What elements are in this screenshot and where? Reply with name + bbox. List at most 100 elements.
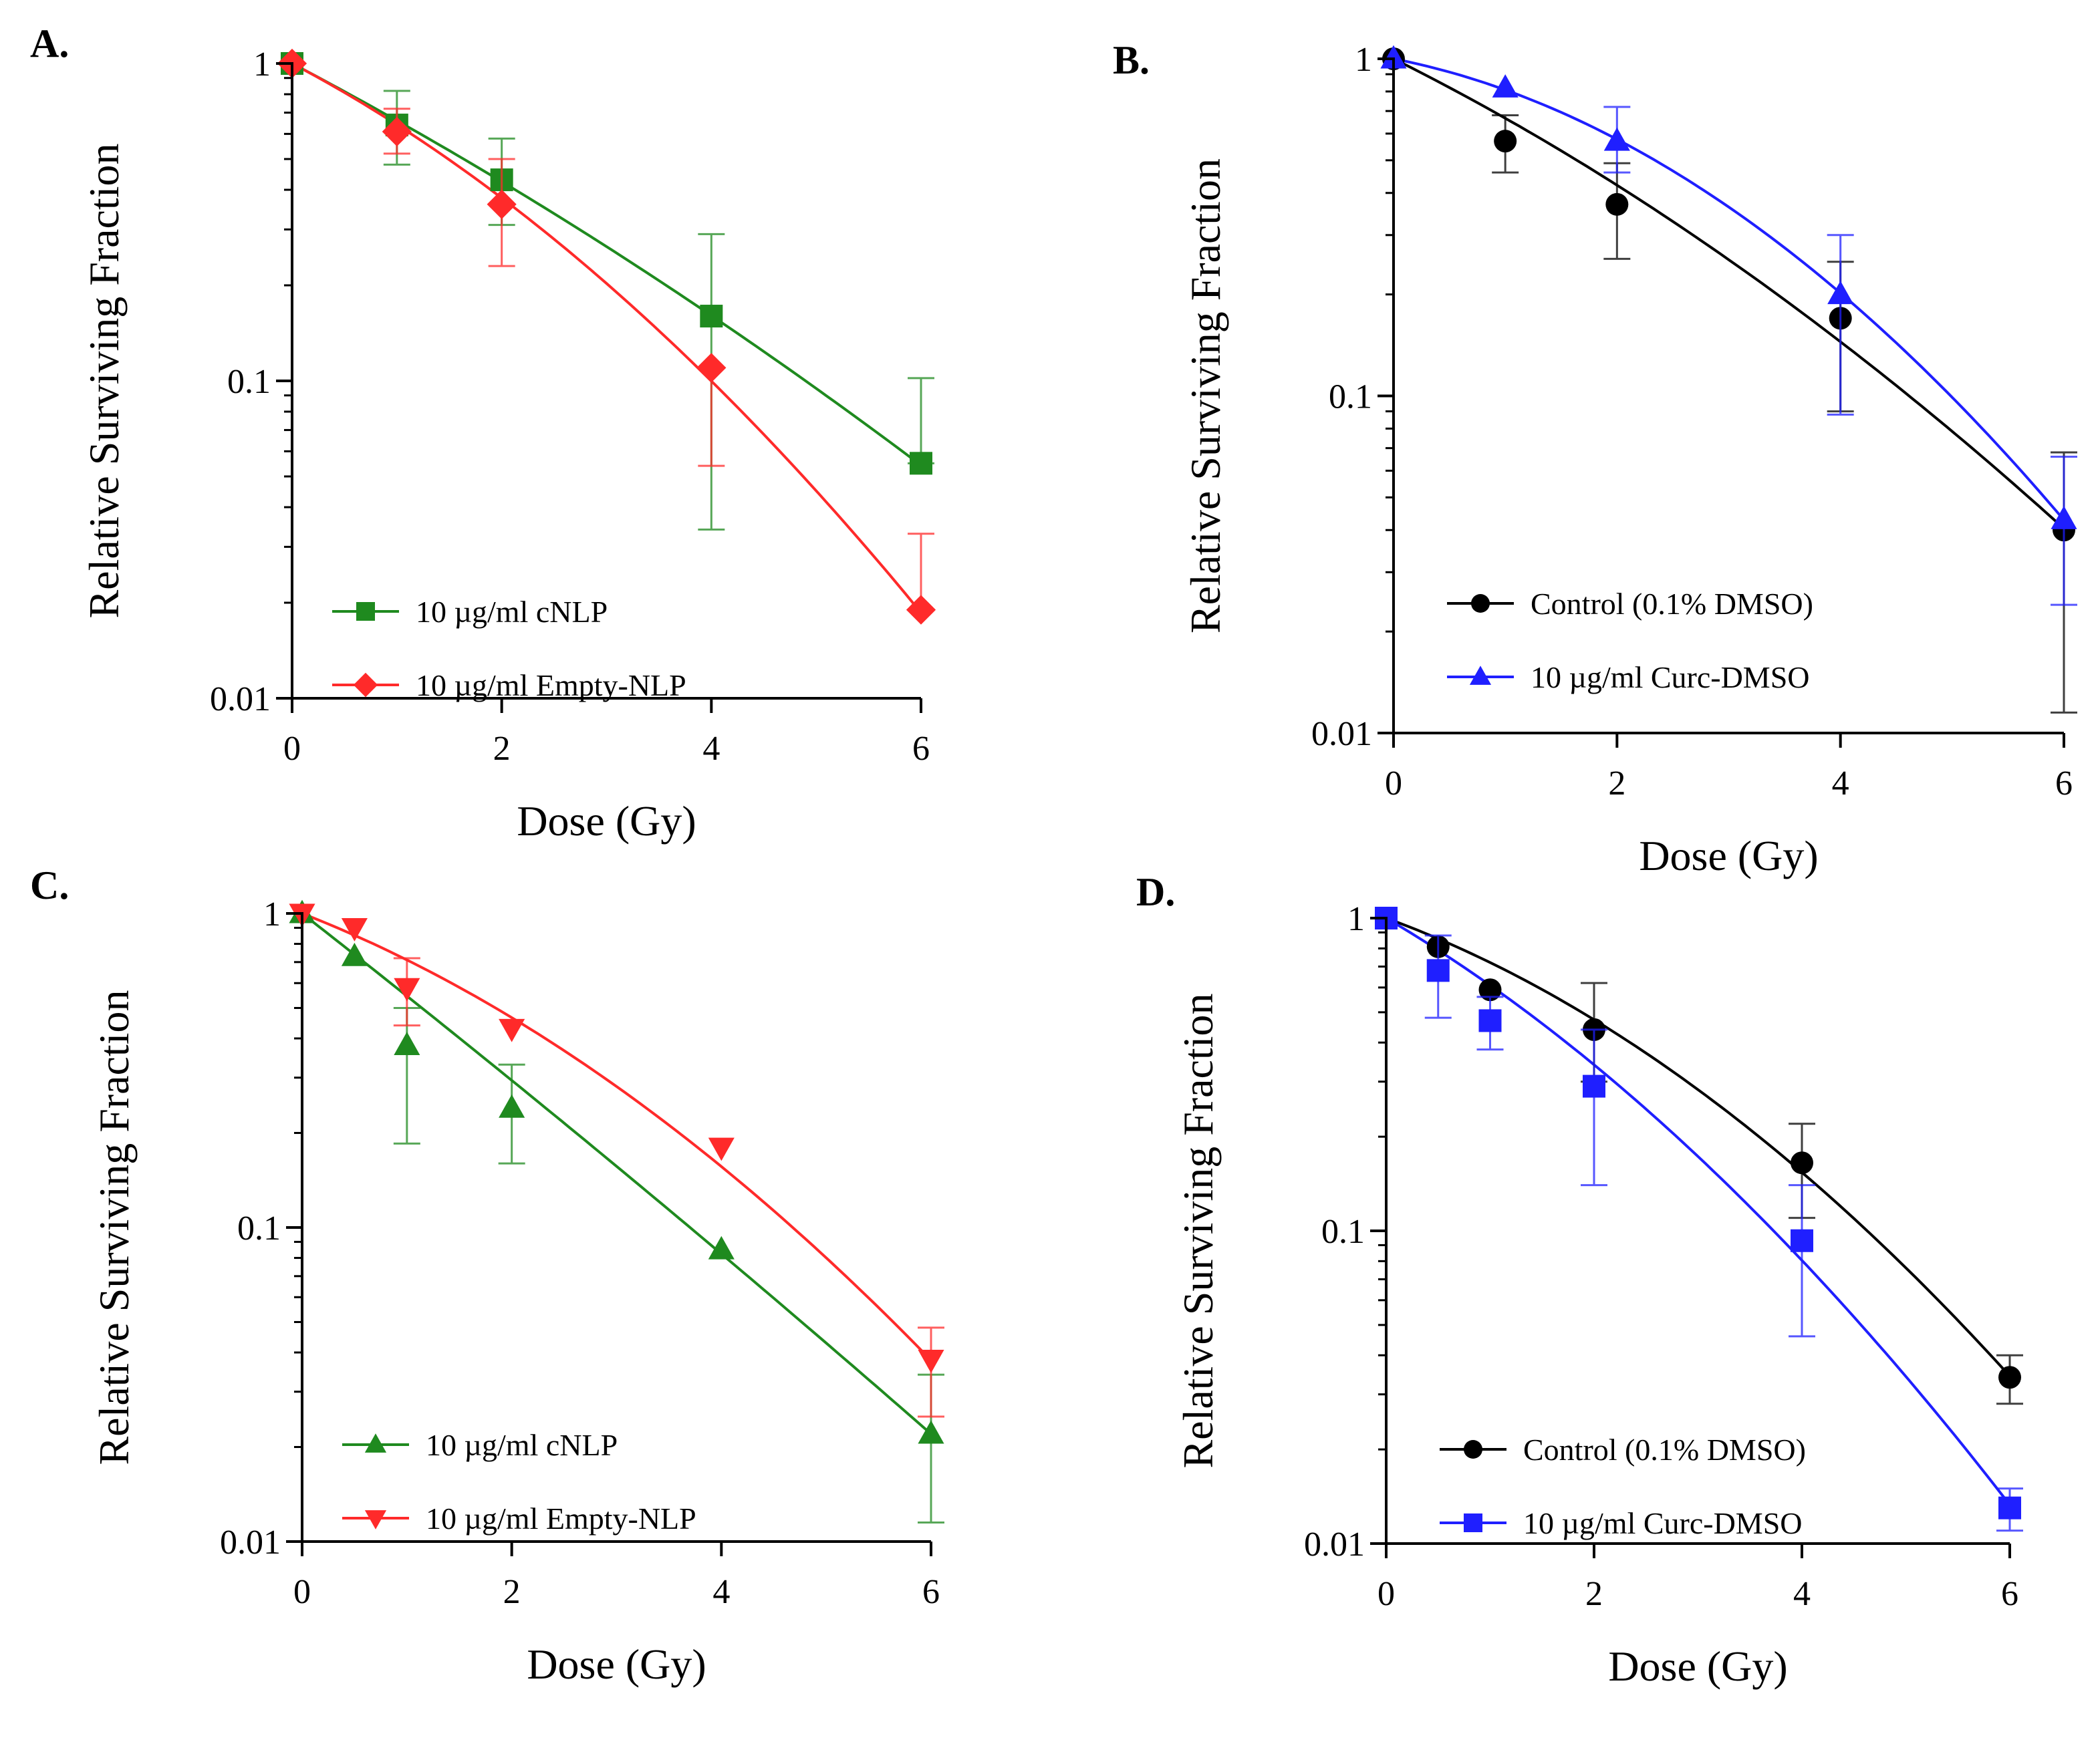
data-point-0-3 [499,1094,525,1118]
legend: 10 µg/ml cNLP 10 µg/ml Empty-NLP [342,1428,696,1536]
legend-marker-0 [1471,594,1490,613]
legend-marker-1 [364,1510,387,1530]
data-point-0-2 [394,1032,420,1055]
y-tick-label: 0.1 [237,1209,281,1248]
legend-label-0: Control (0.1% DMSO) [1523,1433,1806,1467]
data-point-0-4 [910,452,932,475]
data-point-1-1 [341,918,368,942]
legend: Control (0.1% DMSO) 10 µg/ml Curc-DMSO [1440,1433,1806,1540]
data-point-0-3 [700,305,723,328]
data-point-1-3 [499,1018,525,1042]
panel-d: 0 2 4 6 0.01 0.1 1 Dose (Gy) Relative Surviving … [1174,900,2023,1690]
legend-marker-1 [353,672,378,698]
x-tick-label: 6 [2001,1575,2018,1613]
x-axis-title: Dose (Gy) [527,1640,706,1688]
x-tick-label: 4 [1793,1575,1811,1613]
y-tick-label: 0.01 [1304,1526,1365,1564]
data-point-1-1 [1492,74,1519,98]
legend-label-1: 10 µg/ml Empty-NLP [416,668,686,702]
error-bar-1-4 [2051,456,2077,606]
x-axis-title: Dose (Gy) [517,797,696,845]
x-tick-label: 4 [1832,764,1849,803]
x-tick-label: 4 [702,730,720,768]
x-axis-title: Dose (Gy) [1608,1642,1787,1690]
legend-label-0: 10 µg/ml cNLP [426,1428,618,1462]
x-axis-title: Dose (Gy) [1639,832,1818,879]
panel-c: 0 2 4 6 0.01 0.1 1 Dose (Gy) Relative Surviving … [90,895,944,1688]
data-point-0-4 [1791,1151,1813,1175]
y-axis-title: Relative Surviving Fraction [1174,994,1222,1469]
x-tick-label: 6 [2055,764,2073,803]
x-tick-label: 4 [712,1573,730,1611]
x-tick-label: 2 [1585,1575,1603,1613]
data-point-0-1 [341,942,368,966]
legend-marker-1 [1469,666,1492,685]
error-bar-1-3 [1827,234,1854,416]
y-tick-label: 0.1 [227,363,271,401]
data-point-1-1 [1426,959,1450,982]
x-tick-label: 0 [293,1573,311,1611]
data-point-1-4 [906,595,936,625]
y-axis-title: Relative Surviving Fraction [1182,158,1229,633]
x-tick-label: 0 [1377,1575,1395,1613]
data-point-1-2 [1603,127,1630,151]
legend-label-0: 10 µg/ml cNLP [416,595,608,629]
error-bar-1-3 [1581,1028,1607,1187]
x-tick-label: 0 [283,730,301,768]
y-tick-label: 1 [253,45,271,84]
legend-label-1: 10 µg/ml Empty-NLP [426,1501,696,1536]
panel-label-c: C. [30,863,69,907]
data-point-1-1 [382,116,412,147]
data-point-0-2 [1478,978,1502,1002]
data-point-1-5 [918,1350,944,1373]
data-point-0-5 [918,1420,944,1444]
x-tick-label: 2 [503,1573,521,1611]
panel-label-d: D. [1136,870,1175,914]
y-tick-label: 1 [1355,41,1372,79]
legend-marker-1 [1464,1513,1482,1532]
y-tick-label: 0.01 [210,680,271,718]
legend-marker-0 [364,1433,387,1453]
error-bar-1-4 [1789,1184,1815,1338]
data-point-1-2 [487,189,517,219]
x-tick-label: 2 [493,730,511,768]
data-point-0-4 [708,1236,735,1260]
y-tick-label: 0.01 [220,1524,281,1562]
data-point-1-5 [1998,1496,2021,1519]
data-point-1-0 [1380,45,1407,69]
fit-curve-0 [1386,917,2011,1377]
panel-b: 0 2 4 6 0.01 0.1 1 Dose (Gy) Relative Surviving … [1182,41,2077,879]
x-tick-label: 6 [912,730,930,768]
legend: Control (0.1% DMSO) 10 µg/ml Curc-DMSO [1447,587,1813,694]
x-tick-label: 6 [922,1573,940,1611]
data-point-1-4 [2051,506,2077,529]
data-point-1-3 [1827,281,1854,305]
panel-label-a: A. [30,21,69,65]
data-point-1-4 [708,1137,735,1161]
legend: 10 µg/ml cNLP 10 µg/ml Empty-NLP [332,595,686,702]
x-tick-label: 2 [1608,764,1625,803]
y-tick-label: 0.01 [1311,715,1372,753]
legend-label-1: 10 µg/ml Curc-DMSO [1523,1506,1803,1540]
panel-a: 0 2 4 6 0.01 0.1 1 Dose (Gy) Relative Surviving … [80,45,936,845]
data-point-1-2 [394,978,420,1002]
data-point-1-3 [696,353,727,383]
legend-label-0: Control (0.1% DMSO) [1531,587,1813,621]
x-tick-label: 0 [1385,764,1402,803]
y-axis-title: Relative Surviving Fraction [90,990,138,1465]
data-point-1-2 [1478,1009,1502,1032]
legend-marker-0 [356,602,375,621]
data-point-0-2 [1605,192,1629,216]
y-tick-label: 0.1 [1321,1213,1365,1251]
panel-label-b: B. [1113,38,1150,82]
data-point-0-1 [1494,130,1517,153]
data-point-1-3 [1583,1074,1605,1098]
legend-label-1: 10 µg/ml Curc-DMSO [1531,660,1810,694]
data-point-0-5 [1998,1366,2021,1389]
y-tick-label: 0.1 [1329,378,1372,416]
legend-marker-0 [1464,1440,1482,1459]
data-point-1-4 [1791,1229,1813,1252]
y-tick-label: 1 [263,895,281,933]
